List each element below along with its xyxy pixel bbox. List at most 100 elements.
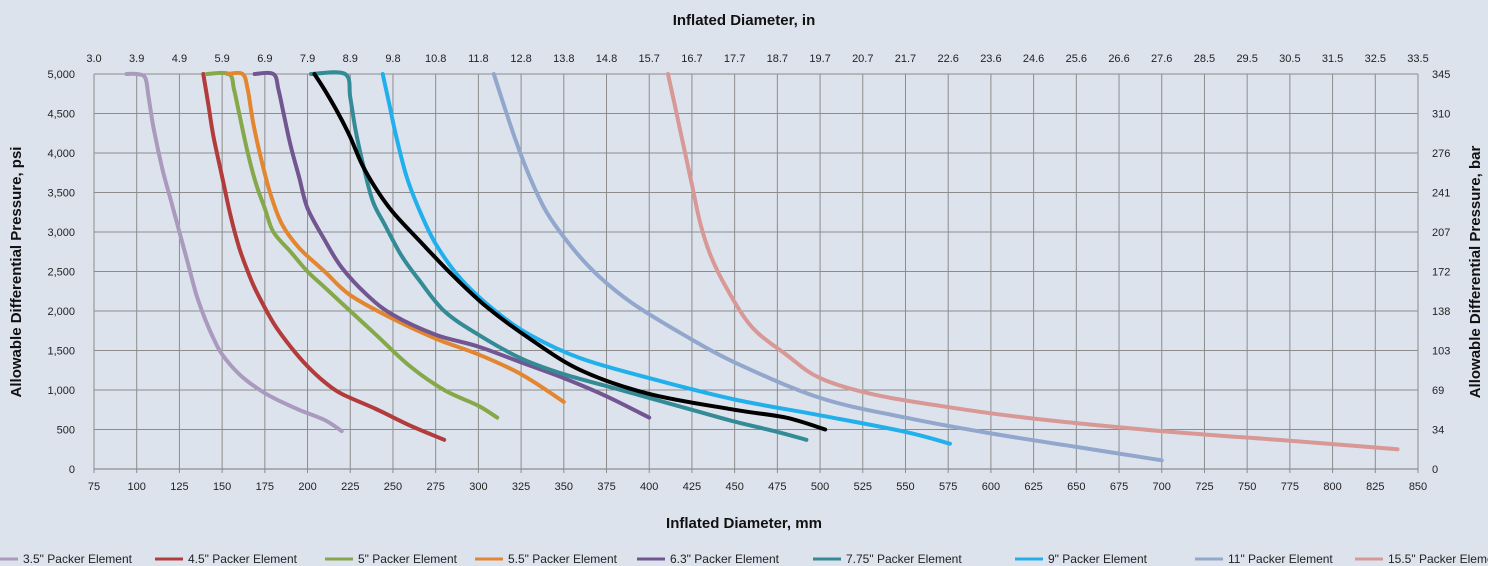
- x-bottom-tick-label: 75: [88, 481, 100, 493]
- series-line-9: [666, 72, 1400, 452]
- y-right-tick-label: 345: [1432, 69, 1450, 81]
- x-bottom-tick-label: 175: [256, 481, 274, 493]
- y-left-tick-label: 1,000: [47, 385, 75, 397]
- x-top-tick-label: 32.5: [1365, 53, 1386, 65]
- x-bottom-tick-label: 225: [341, 481, 359, 493]
- x-bottom-tick-label: 725: [1195, 481, 1213, 493]
- x-top-tick-label: 9.8: [385, 53, 400, 65]
- y-right-tick-label: 172: [1432, 267, 1450, 279]
- x-bottom-tick-label: 100: [128, 481, 146, 493]
- x-bottom-tick-label: 700: [1153, 481, 1171, 493]
- x-top-tick-label: 16.7: [681, 53, 702, 65]
- x-bottom-tick-label: 125: [170, 481, 188, 493]
- x-bottom-tick-label: 200: [298, 481, 316, 493]
- x-bottom-tick-label: 250: [384, 481, 402, 493]
- x-top-tick-label: 30.5: [1279, 53, 1300, 65]
- y-left-tick-label: 4,500: [47, 109, 75, 121]
- series-line-5: [252, 70, 652, 420]
- x-top-tick-label: 22.6: [937, 53, 958, 65]
- y-right-tick-label: 207: [1432, 227, 1450, 239]
- legend-label: 5.5" Packer Element: [508, 552, 618, 566]
- y-right-tick-label: 34: [1432, 425, 1444, 437]
- x-top-tick-label: 4.9: [172, 53, 187, 65]
- x-bottom-tick-label: 675: [1110, 481, 1128, 493]
- x-top-tick-label: 23.6: [980, 53, 1001, 65]
- x-bottom-tick-label: 650: [1067, 481, 1085, 493]
- y-right-tick-label: 276: [1432, 148, 1450, 160]
- x-bottom-tick-label: 400: [640, 481, 658, 493]
- x-top-tick-label: 3.9: [129, 53, 144, 65]
- x-top-tick-label: 19.7: [809, 53, 830, 65]
- x-top-tick-label: 3.0: [86, 53, 101, 65]
- y-right-tick-label: 103: [1432, 346, 1450, 358]
- x-top-tick-label: 6.9: [257, 53, 272, 65]
- legend-label: 3.5" Packer Element: [23, 552, 133, 566]
- x-bottom-tick-label: 800: [1323, 481, 1341, 493]
- x-top-tick-label: 18.7: [767, 53, 788, 65]
- x-bottom-tick-label: 550: [896, 481, 914, 493]
- x-bottom-axis-title: Inflated Diameter, mm: [666, 515, 822, 532]
- tick-labels: 0 0 500 34 1,000 69 1,500 103 2,000 138 2,500 172 3,…: [47, 53, 1450, 493]
- x-bottom-tick-label: 625: [1024, 481, 1042, 493]
- x-top-tick-label: 29.5: [1236, 53, 1257, 65]
- y-left-tick-label: 3,000: [47, 227, 75, 239]
- data-series: [124, 70, 1400, 463]
- y-left-tick-label: 1,500: [47, 346, 75, 358]
- y-right-axis-title: Allowable Differential Pressure, bar: [1467, 146, 1484, 399]
- legend-label: 15.5" Packer Element: [1388, 552, 1488, 566]
- x-top-tick-label: 28.5: [1194, 53, 1215, 65]
- y-right-tick-label: 138: [1432, 306, 1450, 318]
- x-bottom-tick-label: 425: [683, 481, 701, 493]
- series-line-7: [380, 72, 952, 446]
- x-bottom-tick-label: 150: [213, 481, 231, 493]
- y-left-tick-label: 2,500: [47, 267, 75, 279]
- x-top-tick-label: 26.6: [1108, 53, 1129, 65]
- legend: 3.5" Packer Element 4.5" Packer Element 5"…: [0, 552, 1488, 566]
- series-line-2: [201, 72, 447, 442]
- x-bottom-tick-label: 375: [597, 481, 615, 493]
- y-right-tick-label: 241: [1432, 188, 1450, 200]
- x-bottom-tick-label: 475: [768, 481, 786, 493]
- x-top-tick-label: 33.5: [1407, 53, 1428, 65]
- x-top-tick-label: 7.9: [300, 53, 315, 65]
- x-top-tick-label: 27.6: [1151, 53, 1172, 65]
- legend-label: 5" Packer Element: [358, 552, 458, 566]
- y-left-axis-title: Allowable Differential Pressure, psi: [8, 147, 25, 398]
- x-top-tick-label: 10.8: [425, 53, 446, 65]
- legend-label: 4.5" Packer Element: [188, 552, 298, 566]
- y-left-tick-label: 500: [57, 425, 75, 437]
- x-bottom-tick-label: 350: [555, 481, 573, 493]
- x-top-tick-label: 20.7: [852, 53, 873, 65]
- x-bottom-tick-label: 825: [1366, 481, 1384, 493]
- grid-lines: [93, 73, 1419, 473]
- x-top-tick-label: 8.9: [343, 53, 358, 65]
- x-top-tick-label: 21.7: [895, 53, 916, 65]
- y-right-tick-label: 310: [1432, 109, 1450, 121]
- legend-label: 11" Packer Element: [1228, 552, 1333, 566]
- x-top-axis-title: Inflated Diameter, in: [673, 12, 816, 29]
- x-bottom-tick-label: 275: [426, 481, 444, 493]
- x-bottom-tick-label: 775: [1281, 481, 1299, 493]
- x-top-tick-label: 24.6: [1023, 53, 1044, 65]
- y-left-tick-label: 3,500: [47, 188, 75, 200]
- y-left-tick-label: 2,000: [47, 306, 75, 318]
- x-top-tick-label: 17.7: [724, 53, 745, 65]
- x-bottom-tick-label: 575: [939, 481, 957, 493]
- legend-label: 6.3" Packer Element: [670, 552, 780, 566]
- series-line-1: [124, 71, 344, 434]
- x-top-tick-label: 14.8: [596, 53, 617, 65]
- x-bottom-tick-label: 500: [811, 481, 829, 493]
- x-top-tick-label: 13.8: [553, 53, 574, 65]
- x-bottom-tick-label: 450: [725, 481, 743, 493]
- series-line-6: [309, 70, 809, 442]
- y-left-tick-label: 5,000: [47, 69, 75, 81]
- x-top-tick-label: 25.6: [1066, 53, 1087, 65]
- x-bottom-tick-label: 850: [1409, 481, 1427, 493]
- y-right-tick-label: 69: [1432, 385, 1444, 397]
- x-top-tick-label: 5.9: [214, 53, 229, 65]
- y-left-tick-label: 0: [69, 464, 75, 476]
- legend-label: 7.75" Packer Element: [846, 552, 962, 566]
- x-top-tick-label: 31.5: [1322, 53, 1343, 65]
- legend-label: 9" Packer Element: [1048, 552, 1148, 566]
